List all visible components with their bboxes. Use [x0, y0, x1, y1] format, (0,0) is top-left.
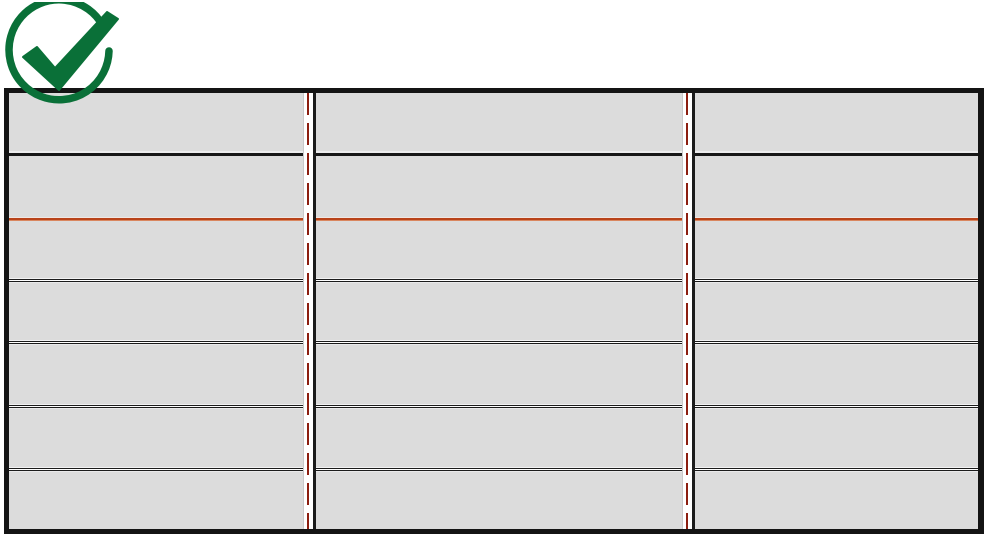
row-divider-accent: [9, 217, 978, 221]
dashed-service-line-icon: [686, 93, 688, 529]
row-divider-6: [9, 467, 978, 472]
joint-left-edge-icon: [303, 93, 304, 529]
vertical-joint-right: [682, 93, 695, 529]
check-circle-icon: [5, 2, 119, 104]
joint-left-edge-icon: [682, 93, 683, 529]
row-divider-4: [9, 340, 978, 345]
row-divider-1: [9, 153, 978, 156]
panel-inner: Section A Section B Section C Course 1 C…: [9, 93, 978, 529]
page-title: Panel assembly diagram — approved: [0, 0, 1, 1]
vertical-joint-left: [303, 93, 316, 529]
status-badge: Approved: [4, 2, 122, 114]
joint-right-edge-icon: [692, 93, 695, 529]
row-divider-3: [9, 278, 978, 283]
row-divider-5: [9, 404, 978, 409]
panel-assembly: Section A Section B Section C Course 1 C…: [4, 88, 984, 534]
dashed-service-line-icon: [307, 93, 309, 529]
joint-right-edge-icon: [313, 93, 316, 529]
